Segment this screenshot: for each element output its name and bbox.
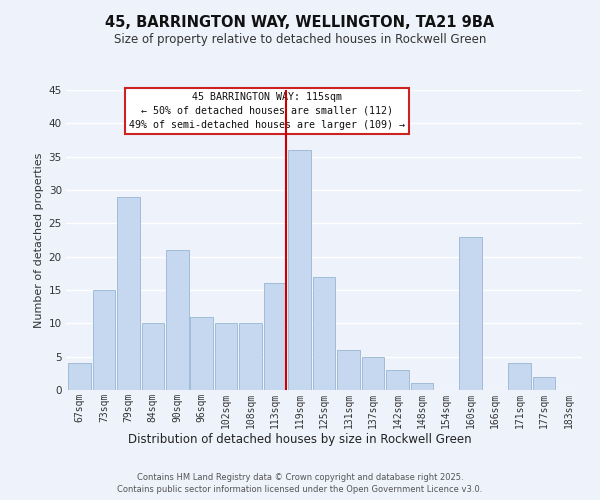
Bar [166,250,188,390]
Text: Contains public sector information licensed under the Open Government Licence v3: Contains public sector information licen… [118,485,482,494]
Text: 45, BARRINGTON WAY, WELLINGTON, TA21 9BA: 45, BARRINGTON WAY, WELLINGTON, TA21 9BA [106,15,494,30]
Bar [508,364,531,390]
Bar [264,284,286,390]
Bar [362,356,384,390]
Bar [142,324,164,390]
Bar [215,324,238,390]
Bar [117,196,140,390]
Bar [410,384,433,390]
Text: Distribution of detached houses by size in Rockwell Green: Distribution of detached houses by size … [128,432,472,446]
Bar [288,150,311,390]
Bar [386,370,409,390]
Y-axis label: Number of detached properties: Number of detached properties [34,152,44,328]
Bar [313,276,335,390]
Bar [92,290,115,390]
Bar [239,324,262,390]
Bar [337,350,360,390]
Text: 45 BARRINGTON WAY: 115sqm
← 50% of detached houses are smaller (112)
49% of semi: 45 BARRINGTON WAY: 115sqm ← 50% of detac… [129,92,405,130]
Bar [68,364,91,390]
Bar [190,316,213,390]
Bar [460,236,482,390]
Text: Contains HM Land Registry data © Crown copyright and database right 2025.: Contains HM Land Registry data © Crown c… [137,472,463,482]
Text: Size of property relative to detached houses in Rockwell Green: Size of property relative to detached ho… [114,32,486,46]
Bar [533,376,556,390]
